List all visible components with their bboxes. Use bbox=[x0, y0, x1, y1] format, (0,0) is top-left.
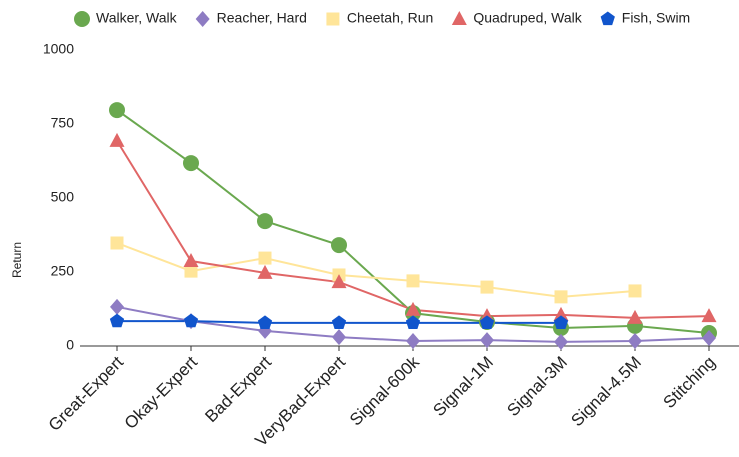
y-tick-label: 250 bbox=[51, 263, 75, 279]
y-tick-label: 750 bbox=[51, 115, 75, 131]
legend-marker bbox=[326, 12, 340, 26]
data-point bbox=[184, 264, 198, 278]
legend-label: Quadruped, Walk bbox=[473, 10, 582, 26]
legend-label: Cheetah, Run bbox=[347, 10, 433, 26]
data-point bbox=[406, 274, 420, 288]
data-point bbox=[627, 309, 643, 324]
data-point bbox=[109, 132, 125, 147]
x-tick-label: Signal-600k bbox=[346, 352, 423, 429]
data-point bbox=[183, 253, 199, 268]
data-point bbox=[110, 236, 124, 250]
series-line bbox=[116, 242, 636, 298]
data-point bbox=[109, 102, 125, 119]
x-tick-label: Signal-4.5M bbox=[567, 353, 645, 431]
data-point bbox=[479, 315, 495, 329]
data-point bbox=[183, 313, 199, 328]
data-point bbox=[257, 213, 273, 230]
x-tick-label: Signal-1M bbox=[429, 353, 497, 421]
data-point bbox=[257, 315, 273, 329]
x-tick-label: Stitching bbox=[659, 353, 719, 413]
legend-label: Reacher, Hard bbox=[217, 10, 307, 26]
data-point bbox=[331, 274, 347, 289]
legend-marker bbox=[600, 11, 615, 26]
data-point bbox=[702, 330, 716, 347]
data-point bbox=[553, 306, 569, 321]
data-point bbox=[554, 290, 568, 304]
data-point bbox=[554, 333, 568, 350]
data-point bbox=[257, 264, 273, 279]
legend-label: Walker, Walk bbox=[96, 10, 178, 26]
data-point bbox=[480, 332, 494, 349]
data-point bbox=[109, 313, 125, 328]
x-tick-label: Great-Expert bbox=[45, 352, 127, 434]
data-point bbox=[110, 298, 124, 315]
legend-label: Fish, Swim bbox=[622, 10, 690, 26]
data-point bbox=[258, 251, 272, 265]
y-axis-label: Return bbox=[10, 242, 24, 278]
data-point bbox=[331, 315, 347, 329]
data-point bbox=[553, 315, 569, 329]
series-line bbox=[116, 109, 710, 334]
data-point bbox=[628, 284, 642, 298]
data-point bbox=[332, 329, 346, 346]
y-tick-label: 0 bbox=[66, 337, 74, 353]
legend-marker bbox=[195, 11, 210, 27]
data-point bbox=[701, 308, 717, 323]
legend-marker bbox=[74, 11, 90, 27]
data-point bbox=[183, 155, 199, 172]
x-tick-label: Okay-Expert bbox=[121, 352, 201, 432]
data-point bbox=[406, 332, 420, 349]
data-point bbox=[331, 237, 347, 254]
x-tick-label: Bad-Expert bbox=[201, 352, 275, 426]
data-point bbox=[480, 280, 494, 294]
y-tick-label: 500 bbox=[51, 189, 75, 205]
legend-marker bbox=[451, 11, 467, 25]
data-point bbox=[628, 332, 642, 349]
data-point bbox=[405, 301, 421, 316]
x-tick-label: Signal-3M bbox=[503, 353, 571, 421]
data-point bbox=[405, 315, 421, 329]
y-tick-label: 1000 bbox=[43, 41, 74, 57]
